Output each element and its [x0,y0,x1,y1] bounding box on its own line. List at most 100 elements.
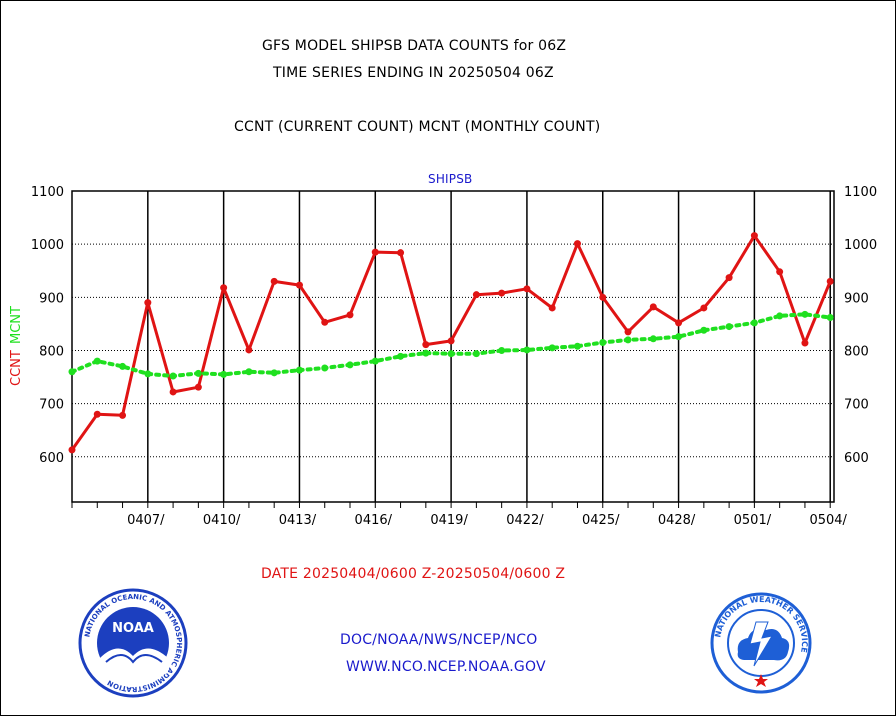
ccnt-point [675,319,683,327]
xtick-label: 0419/ [430,513,468,528]
ccnt-point [295,281,303,289]
mcnt-point [346,361,354,369]
ytick-label-right: 600 [844,451,869,466]
ccnt-point [624,328,632,336]
mcnt-point [801,310,809,318]
ytick-label-left: 800 [39,344,64,359]
mcnt-point [119,362,127,370]
mcnt-point [371,357,379,365]
mcnt-point [826,314,834,322]
website-line: WWW.NCO.NCEP.NOAA.GOV [346,659,546,675]
mcnt-point [447,350,455,358]
ccnt-point [270,277,278,285]
axes [71,190,835,508]
mcnt-point [498,346,506,354]
mcnt-point [194,369,202,377]
xtick-label: 0410/ [203,513,241,528]
ylabel-mcnt: MCNT [9,306,24,344]
mcnt-point [397,352,405,360]
mcnt-point [725,323,733,331]
mcnt-point [649,335,657,343]
series-lines [68,232,834,454]
mcnt-point [169,372,177,380]
mcnt-point [220,370,228,378]
xtick-label: 0425/ [582,513,620,528]
ccnt-point [599,293,607,301]
ccnt-point [700,304,708,312]
ccnt-point [472,291,480,299]
ccnt-point [119,411,127,419]
ccnt-point [776,268,784,276]
ccnt-point [523,285,531,293]
ytick-label-left: 1000 [31,238,64,253]
noaa-logo: NATIONAL OCEANIC AND ATMOSPHERIC ADMINIS… [78,588,188,698]
plot-border [71,190,835,503]
plot-title: SHIPSB [428,172,473,186]
ccnt-point [144,299,152,307]
chart-subtitle: CCNT (CURRENT COUNT) MCNT (MONTHLY COUNT… [234,119,601,135]
mcnt-point [750,319,758,327]
ccnt-point [169,388,177,396]
ccnt-point [548,304,556,312]
ytick-label-left: 700 [39,398,64,413]
mcnt-point [573,342,581,350]
mcnt-point [548,344,556,352]
mcnt-point [270,369,278,377]
date-range-label: DATE 20250404/0600 Z-20250504/0600 Z [261,566,566,582]
ytick-label-right: 1100 [844,185,877,200]
mcnt-point [624,336,632,344]
ccnt-point [397,249,405,257]
ccnt-point [725,274,733,282]
mcnt-point [144,370,152,378]
ccnt-point [801,339,809,347]
ytick-label-left: 1100 [31,185,64,200]
xtick-label: 0422/ [506,513,544,528]
mcnt-point [472,350,480,358]
xtick-label: 0413/ [279,513,317,528]
ccnt-point [447,337,455,345]
ylabel-ccnt: CCNT [9,350,24,386]
ccnt-point [422,341,430,349]
mcnt-point [776,312,784,320]
chart-title-line1: GFS MODEL SHIPSB DATA COUNTS for 06Z [262,38,567,54]
noaa-logo-text: NOAA [112,621,154,636]
ccnt-point [371,248,379,256]
mcnt-point [700,326,708,334]
ccnt-point [750,232,758,240]
ccnt-point [194,383,202,391]
mcnt-point [295,366,303,374]
ccnt-point [68,446,76,454]
agency-line: DOC/NOAA/NWS/NCEP/NCO [340,632,538,648]
mcnt-point [68,368,76,376]
xtick-label: 0504/ [809,513,847,528]
ccnt-point [826,277,834,285]
ytick-label-left: 900 [39,291,64,306]
ccnt-point [93,410,101,418]
ytick-label-right: 900 [844,291,869,306]
chart-title-line2: TIME SERIES ENDING IN 20250504 06Z [273,65,554,81]
ytick-label-left: 600 [39,451,64,466]
xtick-label: 0416/ [355,513,393,528]
ccnt-point [498,289,506,297]
tick-labels: 600 600 700 700 800 800 900 900 1000 1000 1100 1100… [31,185,877,528]
ccnt-point [573,240,581,248]
xtick-label: 0407/ [127,513,165,528]
ccnt-point [346,311,354,319]
mcnt-point [675,333,683,341]
mcnt-point [245,368,253,376]
xtick-label: 0501/ [734,513,772,528]
ccnt-point [245,346,253,354]
ytick-label-right: 1000 [844,238,877,253]
ytick-label-right: 800 [844,344,869,359]
mcnt-point [93,357,101,365]
xtick-label: 0428/ [658,513,696,528]
ccnt-point [649,303,657,311]
ccnt-point [220,284,228,292]
mcnt-point [523,346,531,354]
mcnt-point [321,364,329,372]
ytick-label-right: 700 [844,398,869,413]
mcnt-point [422,349,430,357]
mcnt-point [599,339,607,347]
ccnt-point [321,318,329,326]
